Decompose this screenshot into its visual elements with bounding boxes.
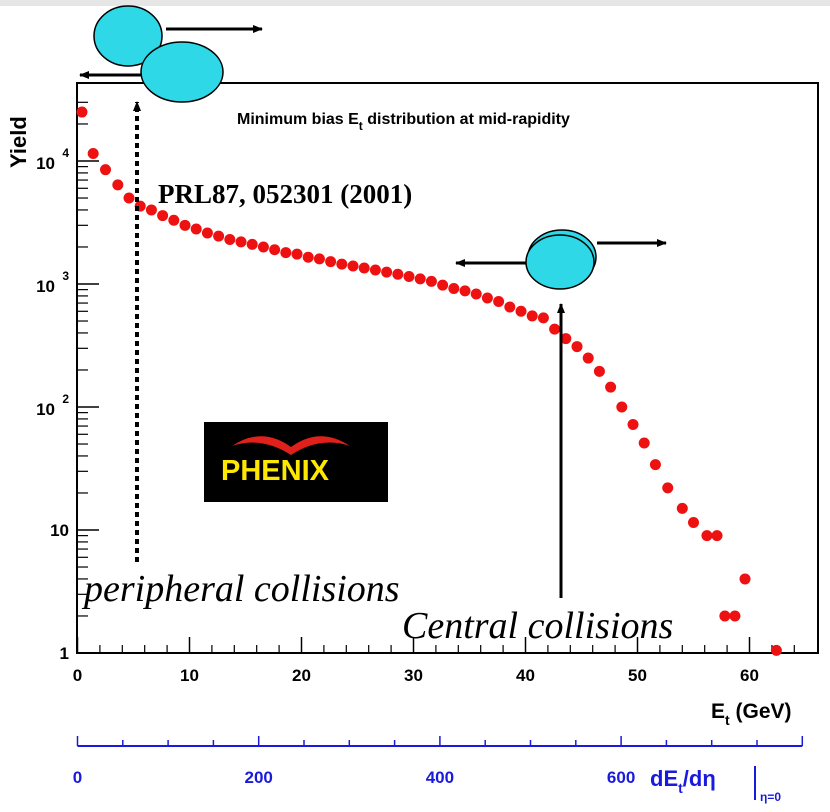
y-tick-label: 10 — [50, 521, 69, 540]
data-point — [213, 230, 225, 242]
data-point — [224, 234, 236, 246]
data-point — [605, 381, 617, 393]
data-point — [593, 365, 605, 377]
y-tick-label: 1 — [60, 644, 69, 663]
data-point — [481, 292, 493, 304]
data-point — [157, 210, 169, 222]
x-tick-label: 0 — [73, 666, 82, 685]
data-point — [504, 301, 516, 313]
data-point — [688, 517, 699, 529]
data-point — [246, 238, 258, 250]
data-point — [459, 285, 471, 297]
svg-text:PHENIX: PHENIX — [221, 455, 330, 487]
data-point — [235, 236, 247, 248]
x-axis-ticks: 0 10 20 30 40 50 60 — [73, 637, 795, 685]
x-tick-label: 60 — [740, 666, 759, 685]
data-point — [649, 459, 661, 471]
data-point — [392, 268, 404, 280]
x2-axis-label: dEt/dη — [650, 766, 716, 796]
data-point — [87, 148, 99, 160]
data-point — [190, 223, 202, 235]
x-axis-label: Et (GeV) — [711, 700, 792, 728]
data-point — [100, 164, 111, 176]
data-point — [437, 279, 449, 291]
data-point — [112, 179, 124, 191]
data-point — [662, 482, 674, 494]
x2-tick-label: 600 — [607, 768, 635, 787]
x2-tick-label: 0 — [73, 768, 82, 787]
data-point — [493, 296, 505, 308]
y-tick-label: 10 — [36, 277, 55, 296]
data-point — [145, 204, 157, 216]
data-point — [76, 106, 88, 118]
data-point — [168, 214, 180, 226]
data-point — [770, 644, 782, 656]
data-point — [257, 241, 269, 253]
peripheral-nuclei-icon — [79, 5, 263, 103]
data-point — [269, 244, 281, 256]
x-tick-label: 20 — [292, 666, 311, 685]
data-point — [638, 437, 650, 449]
data-point — [179, 219, 191, 231]
data-point — [313, 253, 325, 265]
x-tick-label: 50 — [628, 666, 647, 685]
secondary-x-axis: 0 200 400 600 — [73, 736, 804, 787]
x-tick-label: 40 — [516, 666, 535, 685]
data-point — [729, 610, 741, 622]
y-tick-label: 10 — [36, 154, 55, 173]
data-point — [403, 271, 415, 283]
data-point — [616, 401, 628, 413]
data-point — [425, 275, 437, 287]
data-point — [448, 282, 460, 294]
x2-tick-label: 200 — [245, 768, 273, 787]
data-point — [291, 248, 303, 260]
data-point — [201, 227, 213, 239]
peripheral-label: peripheral collisions — [81, 568, 400, 610]
data-point — [470, 288, 482, 300]
data-point — [381, 266, 393, 278]
data-point — [571, 341, 583, 353]
data-point — [739, 573, 751, 585]
data-point — [336, 258, 348, 270]
top-border — [0, 0, 830, 6]
plot-frame — [76, 82, 819, 654]
data-point — [347, 260, 359, 272]
y-axis-label: Yield — [6, 116, 31, 168]
data-point — [280, 247, 292, 259]
y-tick-exponent: 2 — [62, 392, 69, 406]
data-point — [537, 312, 549, 324]
chart-title: Minimum bias Et distribution at mid-rapi… — [237, 111, 570, 133]
data-point — [549, 323, 561, 335]
data-point — [123, 192, 135, 204]
data-point — [582, 352, 594, 364]
data-point — [711, 530, 723, 542]
central-nuclei-icon — [455, 229, 667, 290]
data-point — [325, 256, 337, 268]
data-point — [369, 264, 381, 276]
data-point — [526, 310, 538, 322]
phenix-logo: PHENIX — [204, 422, 388, 502]
data-point — [414, 273, 426, 285]
y-tick-label: 10 — [36, 400, 55, 419]
data-point — [302, 251, 314, 263]
x-tick-label: 10 — [180, 666, 199, 685]
data-point — [515, 305, 527, 317]
data-point — [719, 610, 731, 622]
data-point — [701, 530, 713, 542]
data-point — [676, 502, 688, 514]
y-tick-exponent: 4 — [62, 146, 69, 160]
data-series — [76, 106, 782, 656]
x-tick-label: 30 — [404, 666, 423, 685]
data-point — [358, 262, 370, 274]
data-point — [560, 333, 572, 345]
x2-eval-condition: η=0 — [760, 790, 781, 804]
data-point — [627, 419, 639, 431]
y-tick-exponent: 3 — [62, 269, 69, 283]
x2-tick-label: 400 — [426, 768, 454, 787]
central-label: Central collisions — [402, 605, 673, 647]
reference-citation: PRL87, 052301 (2001) — [158, 179, 412, 209]
y-axis-ticks: 1 10 10 2 10 3 10 4 — [36, 101, 99, 663]
